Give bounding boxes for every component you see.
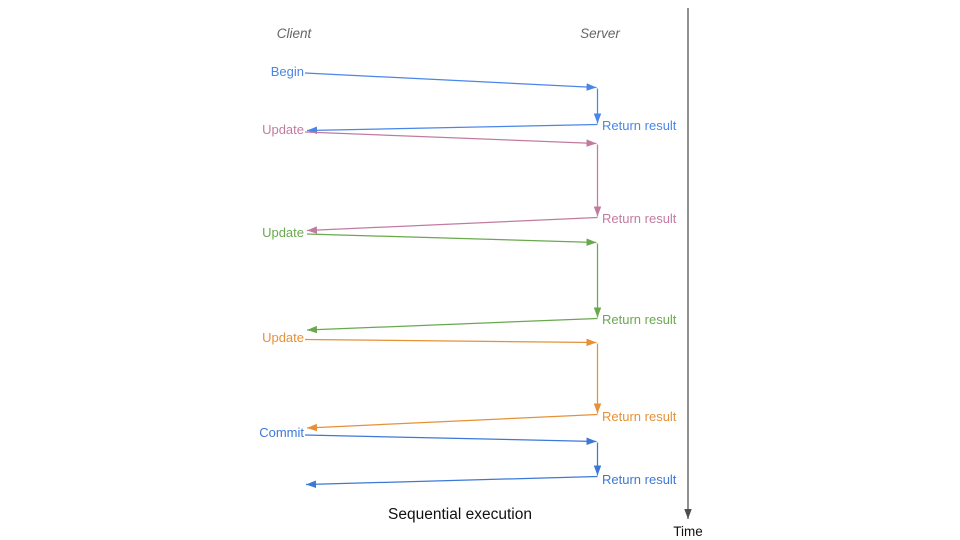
- begin-request-arrow: [304, 72, 597, 91]
- message-update-3: [304, 338, 602, 432]
- return-result-label-update-1: Return result: [602, 211, 677, 226]
- return-result-label-commit: Return result: [602, 472, 677, 487]
- update2-request-arrow: [306, 233, 597, 246]
- return-result-label-update-3: Return result: [602, 409, 677, 424]
- message-update-2: [306, 233, 602, 334]
- commit-request-arrow: [304, 434, 597, 446]
- message-label-update-3: Update: [262, 330, 304, 345]
- diagram-caption: Sequential execution: [388, 506, 532, 523]
- client-lane-header: Client: [276, 26, 312, 41]
- update2-return-arrow: [306, 317, 598, 334]
- update1-request-arrow: [304, 131, 597, 147]
- update3-return-arrow: [306, 413, 598, 432]
- message-label-commit: Commit: [259, 425, 304, 440]
- message-commit: [304, 434, 602, 488]
- begin-return-arrow: [306, 123, 598, 135]
- message-label-update-1: Update: [262, 122, 304, 137]
- update3-request-arrow: [304, 338, 597, 347]
- message-begin: [304, 72, 602, 135]
- message-label-update-2: Update: [262, 225, 304, 240]
- return-result-label-begin: Return result: [602, 118, 677, 133]
- return-result-label-update-2: Return result: [602, 312, 677, 327]
- message-label-begin: Begin: [270, 64, 304, 79]
- commit-return-arrow: [305, 475, 598, 488]
- message-update-1: [304, 131, 602, 234]
- server-lane-header: Server: [580, 26, 620, 41]
- time-axis-label: Time: [673, 524, 703, 539]
- update1-return-arrow: [306, 216, 598, 234]
